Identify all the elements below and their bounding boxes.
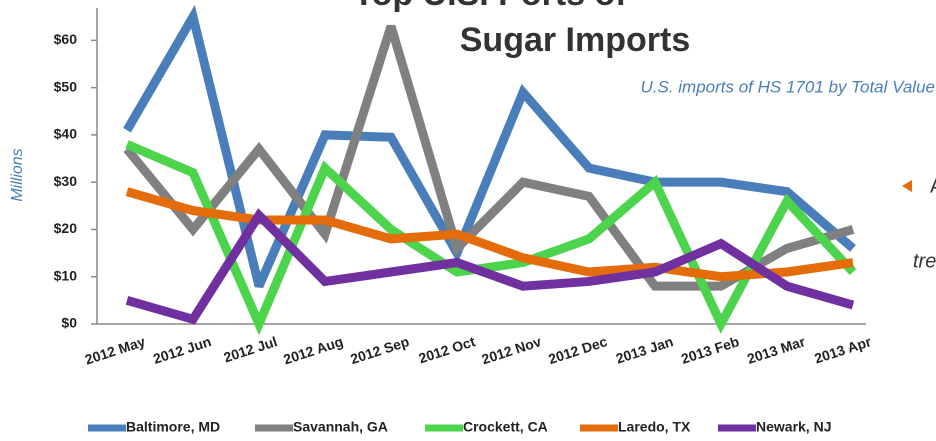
x-tick-label: 2012 May bbox=[83, 333, 147, 368]
series-line bbox=[125, 208, 855, 325]
y-tick-label: $60 bbox=[54, 31, 78, 47]
legend-label: Baltimore, MD bbox=[126, 419, 220, 435]
legend-label: Crockett, CA bbox=[463, 419, 548, 435]
x-tick-label: 2012 Jul bbox=[222, 333, 280, 365]
y-tick-label: $40 bbox=[54, 126, 78, 142]
x-tick-label: 2013 Apr bbox=[812, 333, 873, 367]
chart-subtitle: U.S. imports of HS 1701 by Total Value bbox=[640, 77, 935, 96]
y-tick-label: $20 bbox=[54, 220, 78, 236]
series-line bbox=[125, 140, 857, 336]
annotation: A bbox=[930, 175, 936, 197]
y-tick-label: $30 bbox=[54, 173, 78, 189]
x-tick-label: 2012 Dec bbox=[546, 333, 609, 367]
x-tick-label: 2012 Aug bbox=[281, 333, 345, 367]
y-tick-label: $0 bbox=[61, 315, 77, 331]
series-line bbox=[125, 187, 854, 282]
y-tick-label: $50 bbox=[54, 78, 78, 94]
legend-label: Newark, NJ bbox=[756, 419, 831, 435]
y-axis-label: Millions bbox=[9, 148, 26, 201]
y-tick-label: $10 bbox=[54, 267, 78, 283]
x-tick-label: 2012 Nov bbox=[480, 333, 544, 367]
chart-title: Sugar Imports bbox=[460, 21, 690, 59]
x-tick-label: 2013 Jan bbox=[614, 333, 675, 367]
legend-label: Laredo, TX bbox=[618, 419, 691, 435]
bullet-icon bbox=[902, 180, 912, 192]
chart-title: Top U.S. Ports of bbox=[353, 0, 627, 13]
x-tick-label: 2012 Jun bbox=[151, 333, 213, 367]
x-tick-label: 2012 Sep bbox=[348, 333, 411, 367]
x-tick-label: 2013 Mar bbox=[745, 333, 807, 367]
x-tick-label: 2012 Oct bbox=[417, 333, 478, 366]
legend-label: Savannah, GA bbox=[293, 419, 388, 435]
annotation: tre bbox=[913, 250, 936, 272]
series-line bbox=[123, 4, 856, 288]
x-tick-label: 2013 Feb bbox=[679, 333, 741, 367]
